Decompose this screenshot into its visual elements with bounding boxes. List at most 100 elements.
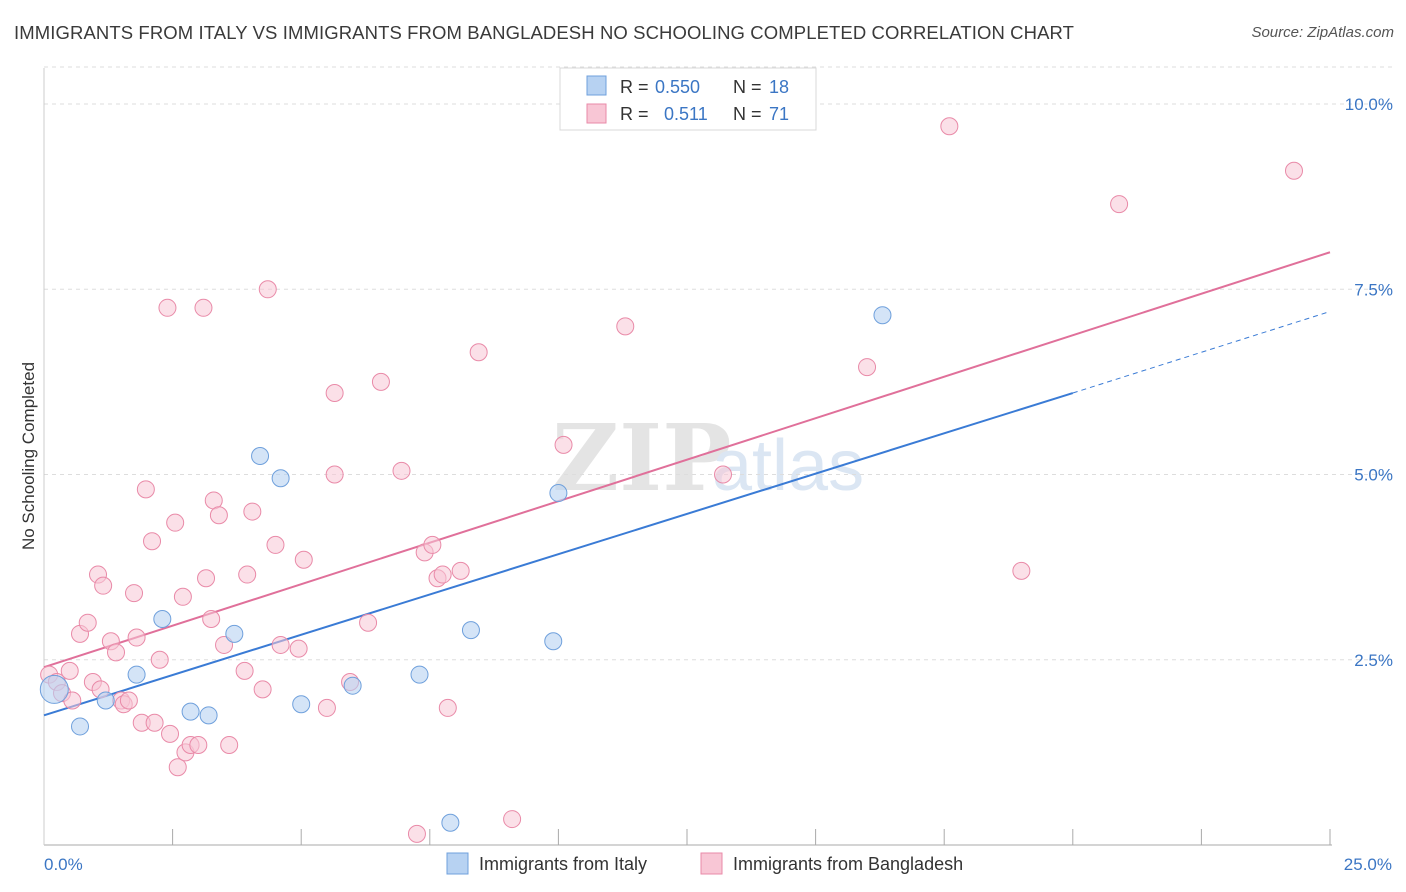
- point-bangladesh: [173, 587, 192, 606]
- point-bangladesh: [423, 535, 442, 554]
- point-bangladesh: [161, 724, 180, 743]
- y-axis-label: No Schooling Completed: [19, 362, 38, 550]
- point-bangladesh: [289, 639, 308, 658]
- point-bangladesh: [1012, 561, 1031, 580]
- point-bangladesh: [407, 824, 426, 843]
- point-bangladesh: [63, 691, 82, 710]
- legend-stats-box: R = 0.550 N = 18 R = 0.511 N = 71: [559, 67, 817, 131]
- point-bangladesh: [238, 565, 257, 584]
- point-bangladesh: [451, 561, 470, 580]
- chart-title: IMMIGRANTS FROM ITALY VS IMMIGRANTS FROM…: [14, 22, 1075, 43]
- point-bangladesh: [194, 298, 213, 317]
- point-bangladesh: [371, 372, 390, 391]
- legend-stats-italy-r-value: 0.550: [655, 77, 700, 97]
- x-ticks: [172, 829, 1331, 845]
- trend-line-italy: [43, 392, 1074, 717]
- point-italy: [271, 469, 290, 488]
- point-bangladesh: [78, 613, 97, 632]
- point-bangladesh: [158, 298, 177, 317]
- point-italy: [71, 717, 90, 736]
- legend-stats-bangladesh-n-value: 71: [769, 104, 789, 124]
- point-bangladesh: [503, 810, 522, 829]
- point-bangladesh: [392, 461, 411, 480]
- legend-stats-italy-n-value: 18: [769, 77, 789, 97]
- point-bangladesh: [235, 661, 254, 680]
- point-bangladesh: [438, 698, 457, 717]
- point-bangladesh: [1110, 195, 1129, 214]
- y-tick-label: 5.0%: [1354, 466, 1393, 485]
- point-bangladesh: [940, 117, 959, 136]
- points-italy: [39, 306, 892, 832]
- point-bangladesh: [145, 713, 164, 732]
- point-italy: [461, 621, 480, 640]
- source-label: Source: ZipAtlas.com: [1251, 24, 1394, 41]
- point-bangladesh: [150, 650, 169, 669]
- point-bangladesh: [359, 613, 378, 632]
- legend-stats-italy-r-label: R =: [620, 77, 649, 97]
- legend-label-bangladesh: Immigrants from Bangladesh: [733, 854, 963, 874]
- point-bangladesh: [1284, 161, 1303, 180]
- point-bangladesh: [125, 584, 144, 603]
- point-italy: [343, 676, 362, 695]
- bottom-legend: Immigrants from Italy Immigrants from Ba…: [446, 852, 963, 875]
- point-bangladesh: [317, 698, 336, 717]
- point-bangladesh: [714, 465, 733, 484]
- point-bangladesh: [60, 661, 79, 680]
- watermark-zip: ZIP: [552, 404, 731, 512]
- trend-lines: [43, 251, 1331, 717]
- point-bangladesh: [325, 465, 344, 484]
- point-bangladesh: [168, 758, 187, 777]
- point-italy: [251, 447, 270, 465]
- point-italy: [441, 813, 460, 832]
- legend-stats-bangladesh-r-value: 0.511: [664, 104, 708, 124]
- point-bangladesh: [202, 610, 221, 629]
- legend-stats-italy-n-label: N =: [733, 77, 762, 97]
- point-italy: [292, 695, 311, 714]
- point-italy: [181, 702, 200, 721]
- point-bangladesh: [143, 532, 162, 551]
- point-italy: [127, 665, 146, 684]
- legend-stats-italy-swatch: [586, 75, 607, 96]
- point-italy: [225, 624, 244, 643]
- legend-stats-bangladesh-r-label: R =: [620, 104, 649, 124]
- point-bangladesh: [258, 280, 277, 299]
- point-bangladesh: [197, 569, 216, 588]
- point-bangladesh: [253, 680, 272, 699]
- point-bangladesh: [136, 480, 155, 499]
- point-bangladesh: [119, 691, 138, 710]
- point-bangladesh: [271, 635, 290, 654]
- point-bangladesh: [189, 735, 208, 754]
- y-tick-label: 2.5%: [1354, 651, 1393, 670]
- legend-stats-bangladesh-swatch: [586, 103, 607, 124]
- point-italy: [873, 306, 892, 325]
- point-bangladesh: [616, 317, 635, 336]
- point-bangladesh: [294, 550, 313, 569]
- point-bangladesh: [325, 384, 344, 403]
- point-bangladesh: [166, 513, 185, 532]
- point-bangladesh: [266, 535, 285, 554]
- legend-swatch-bangladesh: [700, 852, 723, 875]
- point-bangladesh: [215, 635, 234, 654]
- point-bangladesh: [94, 576, 113, 595]
- point-bangladesh: [469, 343, 488, 362]
- y-tick-label: 7.5%: [1354, 280, 1393, 299]
- x-tick-label-min: 0.0%: [44, 855, 83, 874]
- point-bangladesh: [209, 506, 228, 525]
- y-tick-label: 10.0%: [1345, 95, 1393, 114]
- point-italy: [544, 632, 563, 651]
- point-bangladesh: [243, 502, 262, 521]
- legend-label-italy: Immigrants from Italy: [479, 854, 647, 874]
- x-tick-label-max: 25.0%: [1344, 855, 1392, 874]
- point-italy: [199, 706, 218, 725]
- point-bangladesh: [554, 435, 573, 454]
- point-bangladesh: [220, 735, 239, 754]
- point-italy: [410, 665, 429, 684]
- legend-stats-bangladesh-n-label: N =: [733, 104, 762, 124]
- y-tick-labels: 2.5% 5.0% 7.5% 10.0%: [1345, 95, 1393, 670]
- point-bangladesh: [107, 643, 126, 662]
- legend-swatch-italy: [446, 852, 469, 875]
- points-bangladesh: [40, 117, 1303, 843]
- point-italy: [96, 691, 115, 710]
- point-italy: [39, 674, 69, 704]
